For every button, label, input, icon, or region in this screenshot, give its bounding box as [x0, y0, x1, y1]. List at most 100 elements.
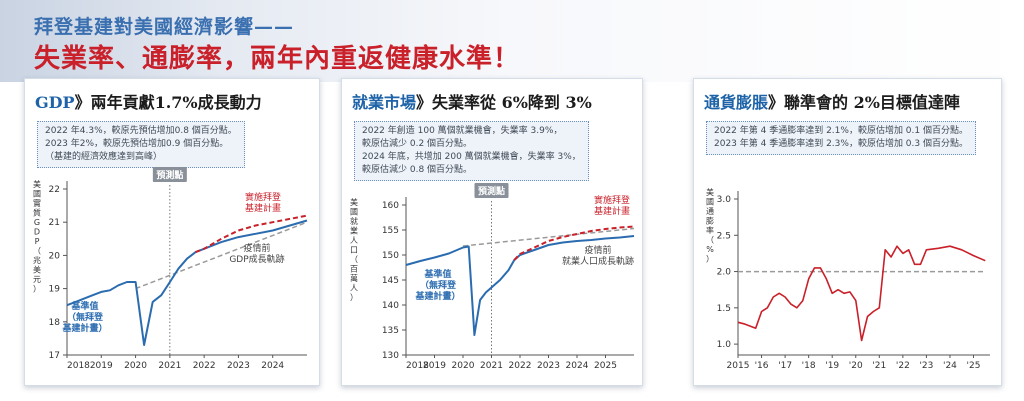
series-line-solid-red: [737, 245, 986, 342]
x-tick-label: 2023: [227, 361, 250, 371]
x-tick-label: 2018: [67, 361, 90, 371]
panel-title-rest: 》聯準會的 2%目標值達陣: [768, 93, 960, 112]
note-line: 較原估減少 0.2 個百分點。: [362, 139, 473, 149]
x-tick-label: '19: [825, 361, 839, 371]
y-axis-label-char: G: [34, 218, 40, 227]
series-label: 就業人口成長軌跡: [562, 255, 634, 267]
series-label: 基建計畫: [594, 205, 630, 217]
y-tick-label: 17: [49, 351, 60, 361]
x-tick-label: '25: [967, 361, 981, 371]
x-tick-label: 2022: [193, 361, 216, 371]
y-tick-label: 160: [382, 201, 399, 211]
y-axis-label-char: 國: [706, 198, 714, 207]
y-tick-label: 22: [49, 185, 60, 195]
y-axis-label-char: %: [706, 245, 714, 254]
series-label: 實施拜登: [594, 194, 630, 206]
y-axis-label-char: 國: [33, 190, 41, 199]
x-tick-label: 2023: [537, 361, 560, 371]
y-axis-label-char: 膨: [706, 216, 714, 226]
headline-title: 失業率、通膨率，兩年內重返健康水準！: [34, 44, 521, 74]
y-tick-label: 140: [382, 301, 399, 311]
y-axis-label-char: （: [33, 247, 41, 256]
series-label: 疫情前: [584, 244, 611, 256]
y-axis-label-char: P: [35, 237, 40, 246]
headline-subtitle: 拜登基建對美國經濟影響——: [34, 16, 295, 38]
y-axis-label-char: 人: [350, 236, 358, 245]
x-tick-label: 2021: [158, 361, 181, 371]
y-axis-label-char: 萬: [350, 273, 358, 283]
x-tick-label: 2020: [124, 361, 147, 371]
panel-title: 就業市場》失業率從 6%降到 3%: [352, 89, 592, 113]
y-axis-label-char: 通: [706, 206, 714, 216]
panel-note: 2022 年創造 100 萬個就業機會，失業率 3.9%， 較原估減少 0.2 …: [354, 121, 589, 181]
x-tick-label: 2019: [90, 361, 113, 371]
panel-note: 2022 年4.3%，較原先預估增加0.8 個百分點。 2023 年2%，較原先…: [37, 121, 245, 168]
note-line: 2023 年第 4 季通膨率達到 2.3%，較原估增加 0.3 個百分點。: [714, 139, 968, 149]
x-tick-label: '23: [919, 361, 933, 371]
x-tick-label: '17: [778, 361, 792, 371]
y-axis-label-char: 美: [33, 265, 41, 275]
x-tick-label: '21: [872, 361, 886, 371]
gdp-panel: GDP》兩年貢獻1.7%成長動力 2022 年4.3%，較原先預估增加0.8 個…: [24, 78, 320, 386]
series-line-dashed-red: [513, 225, 635, 261]
x-tick-label: 2024: [261, 361, 284, 371]
y-tick-label: 1.5: [717, 304, 731, 314]
note-line: 2022 年4.3%，較原先預估增加0.8 個百分點。: [45, 126, 237, 136]
y-tick-label: 20: [49, 251, 61, 261]
series-line-solid-blue: [66, 219, 308, 346]
y-tick-label: 1.0: [717, 340, 732, 350]
y-axis-label-char: （: [706, 236, 714, 245]
note-line: 2022 年第 4 季通膨率達到 2.1%，較原估增加 0.1 個百分點。: [714, 126, 968, 136]
y-tick-label: 2.0: [717, 268, 732, 278]
x-tick-label: '18: [802, 361, 816, 371]
y-axis-label-char: （: [350, 255, 358, 264]
panel-title: GDP》兩年貢獻1.7%成長動力: [35, 89, 262, 113]
series-label: 實施拜登: [245, 191, 281, 203]
series-label: GDP成長軌跡: [229, 253, 284, 265]
y-axis-label-char: 業: [350, 226, 358, 236]
y-axis-label-char: 率: [706, 225, 714, 235]
forecast-badge: [474, 183, 509, 198]
y-tick-label: 21: [49, 218, 60, 228]
y-axis-label-char: D: [34, 228, 40, 237]
forecast-label: 預測點: [478, 185, 505, 197]
x-tick-label: '24: [943, 361, 957, 371]
x-tick-label: 2018: [406, 361, 429, 371]
series-label: （無拜登: [420, 279, 457, 291]
note-line: 2024 年底，共增加 200 萬個就業機會，失業率 3%，: [362, 152, 581, 162]
y-tick-label: 150: [382, 251, 399, 261]
series-label: 基建計畫）: [414, 290, 460, 302]
y-axis-label-char: 美: [706, 187, 714, 197]
y-tick-label: 145: [382, 276, 399, 286]
x-tick-label: 2024: [566, 361, 589, 371]
note-line: 2023 年2%，較原先預估增加0.9 個百分點。: [45, 139, 229, 149]
note-line: （基建的經濟效應達到高峰）: [45, 152, 163, 162]
header-banner: [0, 0, 1024, 82]
y-axis-label-char: 質: [33, 208, 41, 218]
series-line-dashed-gray: [462, 227, 635, 247]
y-axis-label-char: ）: [350, 293, 358, 302]
forecast-label: 預測點: [156, 169, 183, 181]
note-line: 2022 年創造 100 萬個就業機會，失業率 3.9%，: [362, 126, 563, 136]
panel-title-rest: 》兩年貢獻1.7%成長動力: [74, 93, 262, 112]
employment-panel: 就業市場》失業率從 6%降到 3% 2022 年創造 100 萬個就業機會，失業…: [341, 78, 643, 386]
y-axis-label-char: 實: [33, 198, 41, 208]
y-axis-label-char: 口: [350, 246, 358, 255]
panel-title-keyword: GDP: [35, 93, 75, 112]
x-tick-label: 2021: [480, 361, 503, 371]
y-axis-label-char: 百: [350, 265, 358, 274]
x-tick-label: 2015: [727, 361, 750, 371]
y-axis-label-char: 美: [33, 179, 41, 189]
forecast-badge: [152, 167, 187, 182]
y-axis-label-char: 就: [350, 216, 358, 226]
inflation-panel: 通貨膨脹》聯準會的 2%目標值達陣 2022 年第 4 季通膨率達到 2.1%，…: [693, 78, 1002, 386]
series-label: 基準值: [423, 268, 451, 280]
x-tick-label: '16: [755, 361, 769, 371]
y-axis-label-char: 兆: [33, 255, 41, 265]
series-line-dashed-gray: [135, 221, 308, 290]
y-axis-label-char: ）: [33, 285, 41, 294]
series-line-dashed-red: [195, 214, 308, 254]
x-tick-label: '22: [896, 361, 910, 371]
